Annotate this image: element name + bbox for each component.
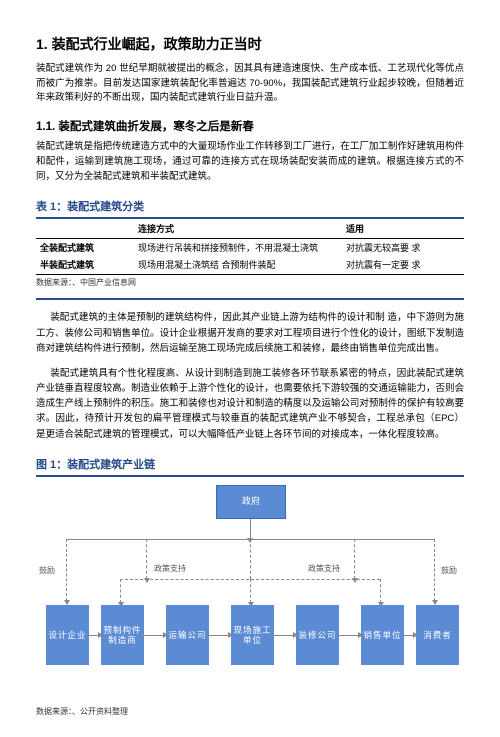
th-1: 连接方式 xyxy=(134,219,342,239)
node-construction: 现场施工单位 xyxy=(231,605,274,665)
connector xyxy=(250,519,251,539)
connector xyxy=(120,579,121,603)
th-0 xyxy=(36,219,134,239)
figure-1-diagram: 政府 鼓励 政策支持 政策支持 鼓励 设计企业 预制构件制造商 运输公司 现场施… xyxy=(36,485,464,700)
edge-label: 鼓励 xyxy=(441,565,457,576)
edge-label: 鼓励 xyxy=(39,565,55,576)
node-manufacturer: 预制构件制造商 xyxy=(101,605,144,665)
connector xyxy=(66,539,67,601)
figure-source: 数据来源：、公开资料整理 xyxy=(36,706,464,717)
connector xyxy=(335,635,359,636)
figure-1-title: 图 1：装配式建筑产业链 xyxy=(36,456,464,477)
table-1: 连接方式 适用 全装配式建筑 现场进行吊装和拼接预制件，不用混凝土浇筑 对抗震无… xyxy=(36,219,464,275)
intro-text: 装配式建筑作为 20 世纪早期就被提出的概念，因其具有建造速度快、生产成本低、工… xyxy=(36,62,464,106)
connector xyxy=(85,635,99,636)
table-header-row: 连接方式 适用 xyxy=(36,219,464,239)
connector xyxy=(400,635,414,636)
connector xyxy=(250,539,251,579)
heading-1-1: 1.1. 装配式建筑曲折发展，寒冬之后是新春 xyxy=(36,118,464,134)
connector xyxy=(146,539,147,579)
node-sales: 销售单位 xyxy=(361,605,404,665)
td: 对抗震无较高要 求 xyxy=(342,239,464,257)
th-2: 适用 xyxy=(342,219,464,239)
connector xyxy=(140,635,164,636)
node-government: 政府 xyxy=(216,485,286,519)
edge-label: 政策支持 xyxy=(154,563,186,574)
td: 全装配式建筑 xyxy=(36,239,134,257)
node-decoration: 装修公司 xyxy=(296,605,339,665)
connector xyxy=(434,539,435,601)
connector xyxy=(66,539,434,540)
paragraph: 装配式建筑具有个性化程度高、从设计到制造到施工装修各环节联系紧密的特点，因此装配… xyxy=(36,366,464,442)
td: 半装配式建筑 xyxy=(36,256,134,275)
connector xyxy=(250,579,251,603)
heading-1: 1. 装配式行业崛起，政策助力正当时 xyxy=(36,34,464,54)
node-consumer: 消费者 xyxy=(416,605,459,665)
node-design: 设计企业 xyxy=(46,605,89,665)
paragraph: 装配式建筑的主体是预制的建筑结构件，因此其产业链上游为结构件的设计和制 造，中下… xyxy=(36,310,464,356)
table-row: 全装配式建筑 现场进行吊装和拼接预制件，不用混凝土浇筑 对抗震无较高要 求 xyxy=(36,239,464,257)
connector xyxy=(205,635,229,636)
node-transport: 运输公司 xyxy=(166,605,209,665)
edge-label: 政策支持 xyxy=(308,563,340,574)
table-1-title: 表 1：装配式建筑分类 xyxy=(36,198,464,219)
td: 现场用混凝土浇筑结 合预制件装配 xyxy=(134,256,342,275)
table-row: 半装配式建筑 现场用混凝土浇筑结 合预制件装配 对抗震有一定要 求 xyxy=(36,256,464,275)
table-source: 数据来源：、中国产业信息网 xyxy=(36,277,464,300)
connector xyxy=(270,635,294,636)
section-desc: 装配式建筑是指把传统建造方式中的大量现场作业工作转移到工厂进行，在工厂加工制作好… xyxy=(36,140,464,184)
connector xyxy=(380,579,381,603)
connector xyxy=(354,539,355,579)
td: 现场进行吊装和拼接预制件，不用混凝土浇筑 xyxy=(134,239,342,257)
td: 对抗震有一定要 求 xyxy=(342,256,464,275)
